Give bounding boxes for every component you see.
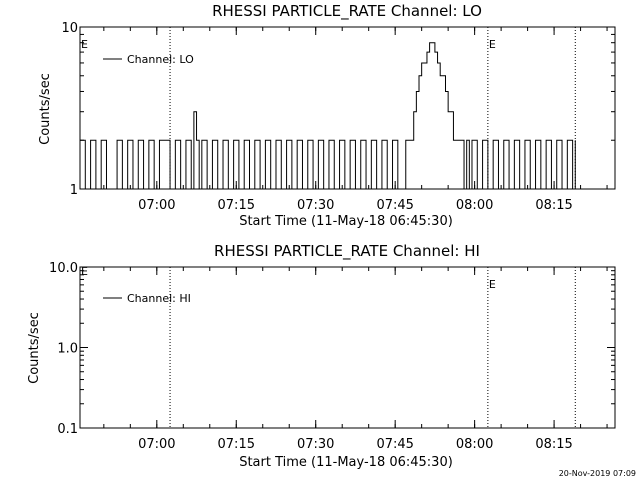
lo-corner-marker: E: [81, 38, 88, 51]
lo-y-tick-label: 1: [70, 183, 78, 198]
lo-x-tick-label: 07:30: [297, 198, 334, 213]
lo-channel-panel: RHESSI PARTICLE_RATE Channel: LO Start T…: [38, 2, 615, 229]
hi-channel-panel: RHESSI PARTICLE_RATE Channel: HI Start T…: [27, 242, 615, 470]
hi-x-tick-label: 08:15: [535, 437, 572, 452]
hi-x-tick-label: 07:15: [218, 437, 255, 452]
lo-legend-label: Channel: LO: [127, 53, 194, 66]
hi-x-tick-label: 07:30: [297, 437, 334, 452]
hi-x-axis-label: Start Time (11-May-18 06:45:30): [239, 455, 453, 470]
lo-x-tick-label: 08:15: [535, 198, 572, 213]
lo-event-marker-label: E: [489, 38, 496, 51]
generation-timestamp: 20-Nov-2019 07:09: [559, 469, 636, 478]
lo-chart-title: RHESSI PARTICLE_RATE Channel: LO: [212, 2, 482, 21]
hi-x-tick-label: 07:45: [376, 437, 413, 452]
lo-y-tick-label: 10: [61, 21, 78, 36]
hi-y-axis-label: Counts/sec: [27, 312, 42, 384]
hi-y-tick-label: 10.0: [49, 261, 78, 276]
hi-chart-title: RHESSI PARTICLE_RATE Channel: HI: [214, 242, 480, 261]
hi-y-tick-label: 1.0: [57, 342, 78, 357]
lo-x-axis-label: Start Time (11-May-18 06:45:30): [239, 214, 453, 229]
hi-x-tick-label: 08:00: [456, 437, 493, 452]
lo-plot-frame: [80, 27, 615, 189]
hi-legend-label: Channel: HI: [127, 292, 191, 305]
hi-x-tick-label: 07:00: [138, 437, 175, 452]
lo-x-tick-label: 07:45: [376, 198, 413, 213]
lo-x-tick-label: 08:00: [456, 198, 493, 213]
hi-event-marker-label: E: [489, 278, 496, 291]
lo-x-tick-label: 07:15: [218, 198, 255, 213]
lo-x-tick-label: 07:00: [138, 198, 175, 213]
lo-y-axis-label: Counts/sec: [38, 73, 53, 145]
hi-y-tick-label: 0.1: [57, 422, 78, 437]
